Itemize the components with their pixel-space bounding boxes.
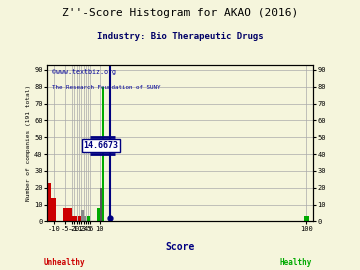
Text: Healthy: Healthy — [279, 258, 311, 266]
Bar — [97, 208, 100, 221]
Text: Score: Score — [165, 242, 195, 252]
Bar — [81, 210, 84, 221]
Text: The Research Foundation of SUNY: The Research Foundation of SUNY — [52, 85, 161, 90]
Bar — [51, 198, 56, 221]
Bar — [89, 216, 90, 221]
Bar — [85, 216, 86, 221]
Text: Industry: Bio Therapeutic Drugs: Industry: Bio Therapeutic Drugs — [97, 32, 263, 41]
Bar — [67, 208, 72, 221]
Bar — [100, 188, 102, 221]
Text: Z''-Score Histogram for AKAO (2016): Z''-Score Histogram for AKAO (2016) — [62, 8, 298, 18]
Text: 14.6673: 14.6673 — [84, 141, 119, 150]
Bar — [79, 216, 80, 221]
Text: ©www.textbiz.org: ©www.textbiz.org — [52, 69, 116, 76]
Bar — [80, 216, 81, 221]
Bar — [304, 216, 309, 221]
Bar — [88, 216, 89, 221]
Bar — [87, 216, 88, 221]
Bar — [102, 87, 104, 221]
Y-axis label: Number of companies (191 total): Number of companies (191 total) — [26, 85, 31, 201]
Bar — [63, 208, 67, 221]
Bar — [47, 183, 51, 221]
Text: Unhealthy: Unhealthy — [44, 258, 86, 266]
Bar — [78, 216, 79, 221]
Bar — [76, 216, 77, 221]
Bar — [82, 216, 84, 221]
Bar — [84, 216, 85, 221]
Bar — [72, 216, 75, 221]
Bar — [75, 216, 77, 221]
